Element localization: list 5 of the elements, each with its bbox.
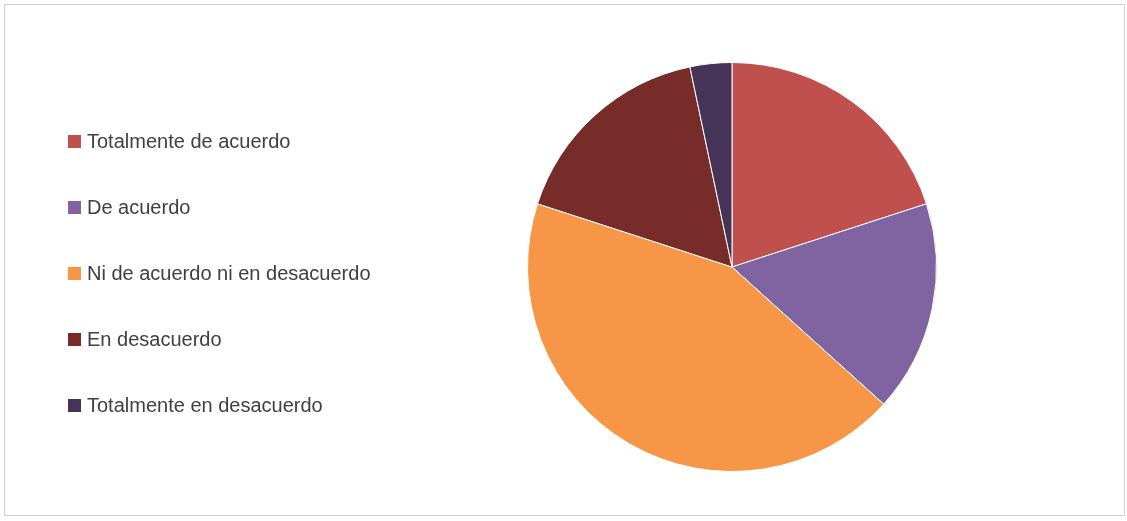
legend-label: En desacuerdo xyxy=(87,327,223,352)
legend-label: Totalmente de acuerdo xyxy=(87,129,291,154)
legend-label: Ni de acuerdo ni en desacuerdo xyxy=(87,261,371,286)
legend-label: Totalmente en desacuerdo xyxy=(87,393,323,418)
legend-label: De acuerdo xyxy=(87,195,192,220)
